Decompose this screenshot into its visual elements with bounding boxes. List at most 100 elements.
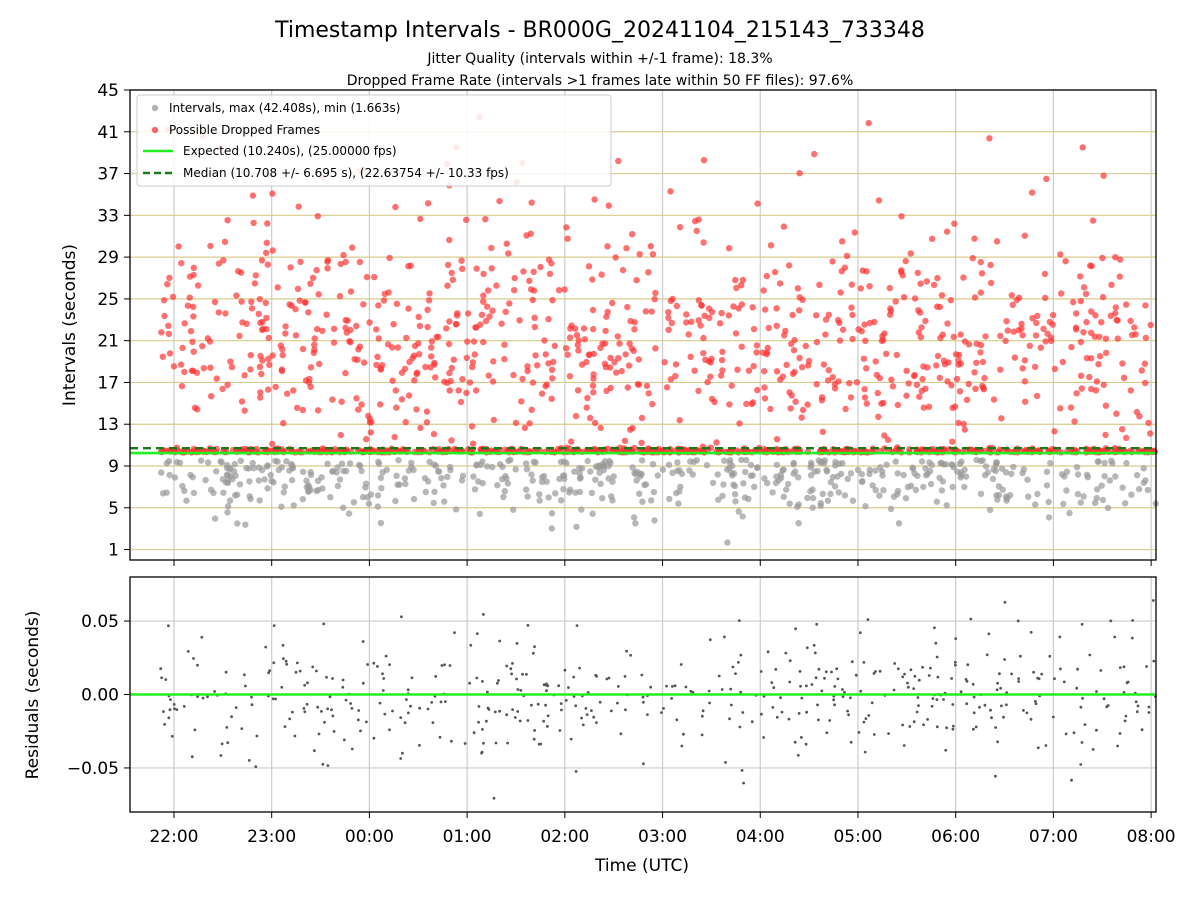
- residual-point: [313, 749, 316, 753]
- interval-point: [986, 506, 994, 514]
- dropped-frame-point: [944, 378, 951, 385]
- residual-point: [190, 755, 194, 759]
- residual-point: [196, 695, 200, 698]
- dropped-frame-point: [788, 340, 795, 348]
- interval-point: [362, 480, 370, 487]
- interval-point: [648, 497, 655, 504]
- residual-point: [1005, 703, 1008, 707]
- interval-point: [675, 500, 682, 507]
- interval-point: [832, 458, 839, 466]
- dropped-frame-point: [356, 258, 364, 266]
- dropped-frame-point: [905, 380, 912, 387]
- dropped-frame-point: [1072, 324, 1080, 331]
- dropped-frame-point: [783, 361, 790, 369]
- dropped-frame-point: [820, 361, 828, 368]
- residual-point: [498, 639, 502, 643]
- residual-point: [515, 677, 518, 681]
- dropped-frame-point: [1042, 338, 1049, 345]
- interval-point: [785, 480, 792, 488]
- interval-point: [933, 498, 941, 505]
- dropped-frame-point: [898, 267, 905, 274]
- dropped-frame-point: [489, 378, 497, 385]
- dropped-frame-point: [189, 303, 197, 310]
- dropped-frame-point: [549, 375, 556, 382]
- residual-point: [574, 704, 578, 708]
- dropped-frame-point: [998, 415, 1005, 422]
- intervals-axes-frame: [129, 89, 1157, 561]
- interval-point: [523, 466, 531, 473]
- dropped-frame-point: [819, 428, 827, 435]
- dropped-frame-point: [822, 316, 830, 323]
- dropped-frame-point: [367, 429, 375, 436]
- interval-point: [751, 483, 758, 490]
- dropped-frame-point: [257, 394, 264, 401]
- interval-point: [911, 470, 918, 477]
- dropped-frame-point: [695, 387, 702, 395]
- residual-point: [1091, 748, 1095, 751]
- interval-point: [528, 471, 535, 478]
- residual-point: [418, 706, 422, 710]
- residual-point: [225, 726, 229, 729]
- residual-point: [723, 635, 726, 639]
- dropped-frame-point: [843, 252, 851, 260]
- dropped-frame-point: [762, 306, 769, 313]
- dropped-frame-point: [1145, 419, 1152, 427]
- dropped-frame-point: [1138, 367, 1146, 374]
- residual-point: [388, 728, 391, 732]
- dropped-frame-point: [1113, 410, 1120, 417]
- interval-point: [375, 458, 382, 465]
- dropped-frame-point: [749, 304, 756, 311]
- dropped-frame-point: [635, 356, 642, 363]
- interval-point: [264, 485, 271, 492]
- dropped-frame-point: [948, 382, 955, 389]
- dropped-frame-point: [955, 351, 963, 359]
- dropped-frame-point: [265, 334, 272, 342]
- dropped-frame-point: [264, 220, 271, 227]
- interval-point: [422, 488, 429, 496]
- residual-point: [929, 666, 932, 670]
- dropped-frame-point: [836, 337, 844, 344]
- dropped-frame-point: [248, 298, 255, 305]
- dropped-frame-point: [480, 298, 487, 305]
- dropped-frame-point: [568, 322, 575, 329]
- dropped-frame-point: [365, 412, 372, 420]
- interval-point: [548, 510, 556, 517]
- residual-point: [738, 725, 742, 729]
- dropped-frame-point: [645, 390, 652, 397]
- residual-point: [169, 698, 172, 701]
- residual-point: [623, 675, 627, 678]
- dropped-frame-point: [590, 350, 598, 358]
- interval-point: [807, 464, 814, 471]
- dropped-frame-point: [313, 325, 321, 333]
- dropped-frame-point: [158, 329, 165, 336]
- residual-point: [526, 719, 530, 722]
- dropped-frame-point: [402, 418, 409, 426]
- residual-point: [951, 703, 955, 706]
- dropped-frame-point: [700, 334, 707, 342]
- interval-point: [324, 460, 331, 467]
- dropped-frame-point: [416, 351, 423, 358]
- x-axis-label: Time (UTC): [594, 856, 689, 876]
- dropped-frame-point: [531, 314, 538, 321]
- residual-point: [901, 675, 905, 679]
- interval-point: [831, 483, 839, 490]
- residual-point: [200, 635, 204, 639]
- dropped-frame-point: [315, 291, 322, 298]
- interval-point: [674, 459, 681, 466]
- dropped-frame-point: [1119, 360, 1126, 367]
- dropped-frame-point: [444, 261, 452, 269]
- interval-point: [299, 468, 307, 475]
- dropped-frame-point: [698, 302, 705, 309]
- dropped-frame-point: [750, 325, 758, 333]
- dropped-frame-point: [488, 244, 495, 252]
- residual-point: [406, 711, 410, 715]
- dropped-frame-point: [220, 257, 227, 264]
- dropped-frame-point: [750, 362, 757, 370]
- residual-point: [539, 742, 543, 746]
- dropped-frame-point: [638, 414, 646, 422]
- dropped-frame-point: [799, 364, 806, 371]
- dropped-frame-point: [178, 260, 185, 267]
- residuals-y-axis-label: Residuals (seconds): [23, 611, 43, 780]
- residual-point: [995, 688, 999, 692]
